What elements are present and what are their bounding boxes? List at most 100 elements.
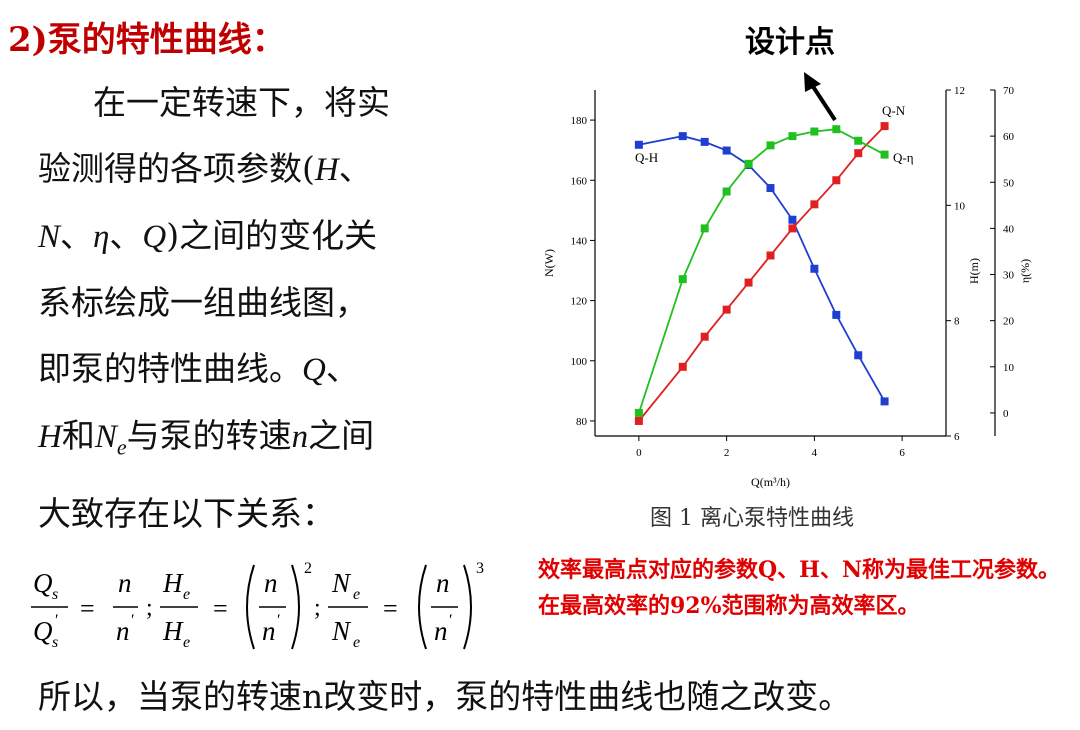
y-eta-axis-title: η(%) bbox=[1018, 259, 1032, 283]
formula-eq: = bbox=[80, 594, 95, 623]
text: 在一定转速下，将实 bbox=[93, 83, 390, 122]
formula-n-e: N bbox=[331, 616, 352, 646]
y-h-tick-label: 6 bbox=[954, 431, 960, 443]
data-point-H bbox=[766, 184, 775, 193]
slide-title: 2)泵的特性曲线： bbox=[8, 20, 286, 60]
series-label-eta: Q-η bbox=[893, 150, 914, 165]
data-point-eta bbox=[832, 125, 841, 134]
design-point-label: 设计点 bbox=[745, 25, 835, 60]
data-point-H bbox=[722, 146, 731, 155]
text: 之间 bbox=[308, 416, 375, 455]
pump-characteristic-chart: 0 2 4 6801001201401601806810120102030405060… bbox=[542, 25, 1032, 531]
formula-graphic: Q s Q s ' = n n ' ; H e H e = n n ' bbox=[31, 560, 484, 651]
x-tick-label: 2 bbox=[724, 447, 730, 459]
figure-caption: 图 1 离心泵特性曲线 bbox=[650, 506, 854, 531]
formula-n: n bbox=[116, 616, 130, 646]
x-tick-label: 6 bbox=[899, 447, 905, 459]
para-line: H和Ne与泵的转速n之间 bbox=[38, 403, 498, 481]
design-point-arrow bbox=[808, 80, 837, 122]
data-point-H bbox=[678, 132, 687, 141]
formula-sub: s bbox=[52, 634, 58, 651]
data-point-N bbox=[722, 305, 731, 314]
symbol-h: H bbox=[314, 152, 339, 188]
data-point-eta bbox=[766, 141, 775, 150]
series-line-eta bbox=[638, 128, 886, 414]
formula-q: Q bbox=[33, 616, 53, 646]
y-left-axis-title: N(W) bbox=[542, 249, 556, 277]
formula-sub: e bbox=[353, 586, 360, 603]
text: )之间的变化关 bbox=[166, 216, 378, 255]
data-point-H bbox=[854, 351, 863, 360]
series-line-N bbox=[638, 125, 886, 422]
formula-sub: e bbox=[183, 586, 190, 603]
series-label-N: Q-N bbox=[882, 103, 906, 118]
formula-semicolon: ; bbox=[146, 595, 153, 621]
efficiency-note: 效率最高点对应的参数Q、H、N称为最佳工况参数。在最高效率的92%范围称为高效率… bbox=[538, 557, 1061, 619]
series-label-H: Q-H bbox=[635, 150, 658, 165]
data-point-eta bbox=[744, 159, 753, 168]
conclusion-text: 所以，当泵的转速n改变时，泵的特性曲线也随之改变。 bbox=[38, 677, 852, 716]
data-point-N bbox=[744, 278, 753, 287]
chart-axes: 0 2 4 6801001201401601806810120102030405060… bbox=[542, 85, 1032, 489]
text: 、 bbox=[338, 149, 372, 188]
y-eta-tick-label: 40 bbox=[1003, 223, 1015, 235]
y-left-tick-label: 80 bbox=[576, 416, 588, 428]
data-point-eta bbox=[880, 150, 889, 159]
data-point-eta bbox=[722, 187, 731, 196]
formula-n: n bbox=[262, 616, 276, 646]
y-left-tick-label: 140 bbox=[571, 235, 588, 247]
para-line: 验测得的各项参数(H、 bbox=[38, 136, 498, 203]
data-point-N bbox=[766, 251, 775, 260]
para-line: 系标绘成一组曲线图， bbox=[38, 270, 498, 336]
formula-n: n bbox=[434, 616, 448, 646]
x-tick-label: 4 bbox=[812, 447, 818, 459]
y-h-tick-label: 12 bbox=[954, 85, 965, 97]
formula-prime: ' bbox=[448, 612, 452, 629]
affinity-formula: Q s Q s ' = n n ' ; H e H e = n n ' bbox=[28, 555, 518, 668]
y-h-tick-label: 10 bbox=[954, 200, 966, 212]
para-line: 在一定转速下，将实 bbox=[38, 70, 498, 136]
text: 验测得的各项参数( bbox=[38, 149, 315, 188]
y-eta-tick-label: 0 bbox=[1003, 408, 1009, 420]
data-point-eta bbox=[634, 408, 643, 417]
data-point-eta bbox=[788, 132, 797, 141]
paren-left bbox=[418, 564, 427, 650]
x-axis-title: Q(m³/h) bbox=[751, 475, 790, 489]
y-eta-tick-label: 30 bbox=[1003, 270, 1015, 282]
y-eta-tick-label: 60 bbox=[1003, 131, 1015, 143]
formula-prime: ' bbox=[276, 612, 280, 629]
data-point-N bbox=[678, 362, 687, 371]
y-h-axis-title: H(m) bbox=[967, 258, 981, 284]
y-h-tick-label: 8 bbox=[954, 316, 960, 328]
formula-prime: ' bbox=[54, 612, 58, 629]
chart-series: Q-H Q-N Q-η bbox=[634, 103, 914, 425]
formula-q: Q bbox=[33, 568, 53, 598]
formula-sub: e bbox=[183, 634, 190, 651]
formula-n: n bbox=[436, 568, 450, 598]
text: 与泵的转速 bbox=[126, 416, 292, 455]
symbol-q: Q bbox=[142, 219, 167, 255]
text: 和 bbox=[61, 416, 95, 455]
y-left-tick-label: 120 bbox=[571, 296, 588, 308]
data-point-N bbox=[880, 122, 889, 131]
para-line: 大致存在以下关系： bbox=[38, 481, 498, 547]
data-point-H bbox=[832, 310, 841, 319]
formula-exponent: 3 bbox=[476, 560, 484, 577]
data-point-N bbox=[832, 176, 841, 185]
data-point-N bbox=[854, 149, 863, 158]
formula-h: H bbox=[162, 568, 184, 598]
data-point-eta bbox=[700, 224, 709, 233]
symbol-n: N bbox=[38, 219, 61, 255]
data-point-N bbox=[788, 224, 797, 233]
text: 、 bbox=[109, 216, 143, 255]
data-point-H bbox=[880, 397, 889, 406]
y-left-tick-label: 180 bbox=[571, 115, 588, 127]
text: 系标绘成一组曲线图， bbox=[38, 283, 368, 322]
formula-n: n bbox=[118, 568, 132, 598]
y-eta-tick-label: 50 bbox=[1003, 177, 1015, 189]
text: 大致存在以下关系： bbox=[38, 493, 335, 533]
formula-eq: = bbox=[383, 594, 398, 623]
data-point-N bbox=[634, 416, 643, 425]
symbol-q: Q bbox=[302, 352, 326, 388]
formula-sub: s bbox=[52, 586, 58, 603]
